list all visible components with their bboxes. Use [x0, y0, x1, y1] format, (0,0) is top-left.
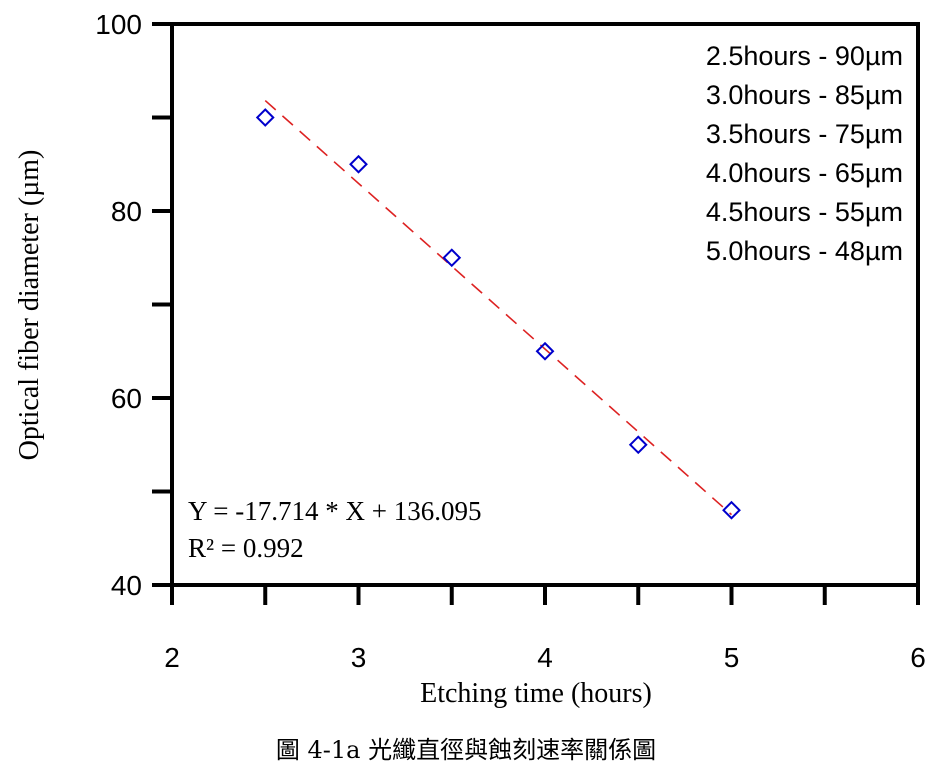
legend-line: 3.0hours - 85µm	[706, 80, 903, 110]
figure-caption: 圖 4-1a 光纖直徑與蝕刻速率關係圖	[276, 736, 656, 764]
data-point	[349, 154, 368, 174]
x-tick-label: 6	[910, 642, 926, 673]
x-tick-label: 5	[724, 642, 740, 673]
y-axis-ticks: 40 60 80 100	[95, 9, 172, 601]
x-tick-label: 4	[537, 642, 553, 673]
legend-line: 3.5hours - 75µm	[706, 119, 903, 149]
r-squared-label: R² = 0.992	[188, 533, 304, 563]
y-tick-label: 100	[95, 9, 142, 40]
legend-line: 5.0hours - 48µm	[706, 236, 903, 266]
data-point	[722, 500, 741, 520]
x-tick-label: 3	[351, 642, 367, 673]
regression-fit-line	[264, 99, 733, 516]
data-point	[442, 248, 462, 268]
legend-line: 4.0hours - 65µm	[706, 158, 903, 188]
x-axis-ticks: 2 3 4 5 6	[164, 585, 926, 673]
legend-line: 2.5hours - 90µm	[706, 41, 903, 71]
y-tick-label: 40	[111, 570, 142, 601]
fit-equation: Y = -17.714 * X + 136.095	[188, 496, 481, 526]
data-point	[255, 108, 275, 127]
y-axis-title: Optical fiber diameter (µm)	[14, 150, 45, 461]
data-point	[535, 341, 555, 361]
data-point	[628, 435, 648, 455]
x-tick-label: 2	[164, 642, 180, 673]
legend-box: 2.5hours - 90µm 3.0hours - 85µm 3.5hours…	[706, 41, 903, 266]
x-axis-title: Etching time (hours)	[420, 678, 652, 709]
legend-line: 4.5hours - 55µm	[706, 197, 903, 227]
y-tick-label: 80	[111, 196, 142, 227]
y-tick-label: 60	[111, 383, 142, 414]
data-points	[255, 108, 741, 520]
